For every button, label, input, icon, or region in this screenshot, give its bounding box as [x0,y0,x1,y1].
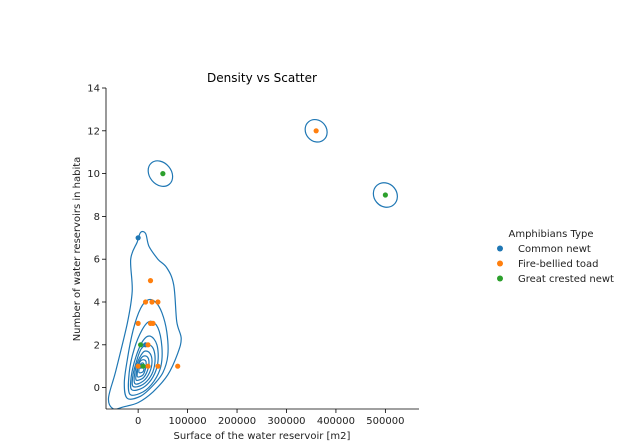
point-great-crested-newt [140,363,146,369]
point-great-crested-newt [382,192,388,198]
x-tick-label: 100000 [168,416,206,427]
x-tick-label: 400000 [317,416,355,427]
point-fire-bellied-toad [175,363,181,369]
point-fire-bellied-toad [135,320,141,326]
density-contour [129,335,159,392]
legend-label-common-newt: Common newt [518,244,591,255]
legend-title: Amphibians Type [509,229,594,240]
point-fire-bellied-toad [147,278,154,284]
y-tick-label: 0 [94,383,100,394]
point-great-crested-newt [160,171,166,177]
point-fire-bellied-toad [142,299,149,305]
point-fire-bellied-toad [135,363,141,369]
x-tick-label: 200000 [218,416,256,427]
point-common-newt [135,235,141,241]
legend-label-great-crested-newt: Great crested newt [518,274,614,285]
legend-marker-common-newt [497,245,503,252]
point-fire-bellied-toad [149,299,155,305]
density-contour [107,230,182,409]
point-fire-bellied-toad [145,342,151,348]
x-tick-label: 300000 [267,416,305,427]
density-contour [127,320,163,396]
y-tick-label: 8 [94,212,100,223]
point-fire-bellied-toad [145,363,151,369]
point-fire-bellied-toad [150,320,156,326]
density-contour [131,344,156,388]
point-fire-bellied-toad [155,363,161,369]
y-tick-label: 4 [94,298,100,309]
density-contour [304,118,328,143]
y-ticks: 0 2 4 6 8 10 12 14 [87,84,106,394]
x-tick-label: 0 [135,416,141,427]
legend-label-fire-bellied-toad: Fire-bellied toad [518,259,598,270]
x-axis-label: Surface of the water reservoir [m2] [174,431,351,442]
point-fire-bellied-toad [313,128,319,134]
chart-title: Density vs Scatter [207,71,317,85]
x-ticks: 0 100000 200000 300000 400000 500000 [135,409,404,427]
y-tick-label: 6 [94,255,100,266]
legend: Amphibians Type Common newt Fire-bellied … [497,229,614,285]
y-tick-label: 10 [87,169,100,180]
density-contour [123,298,169,400]
y-axis-label: Number of water reservoirs in habita [72,157,83,342]
point-great-crested-newt [138,342,144,348]
density-contour [372,182,398,208]
legend-marker-fire-bellied-toad [497,260,503,267]
point-fire-bellied-toad [155,299,161,305]
plot-area [107,118,398,409]
x-tick-label: 500000 [366,416,404,427]
legend-marker-great-crested-newt [497,275,503,282]
density-contour [136,359,147,378]
y-tick-label: 14 [87,84,100,95]
density-contour [147,160,174,187]
y-tick-label: 2 [94,340,100,351]
y-tick-label: 12 [87,126,100,137]
density-contour [135,355,150,381]
